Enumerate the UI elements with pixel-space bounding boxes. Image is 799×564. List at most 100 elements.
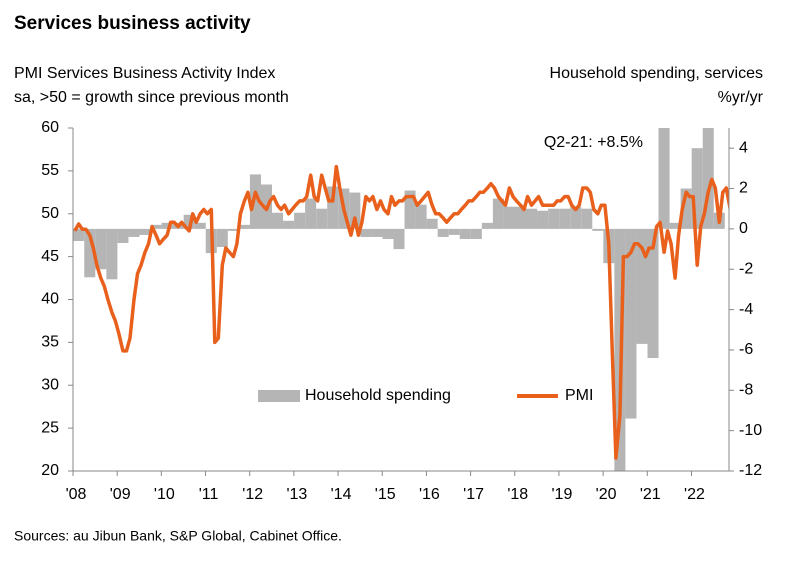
pmi-line (73, 164, 729, 460)
x-tick-label: '15 (375, 486, 396, 503)
x-tick-label: '21 (640, 486, 661, 503)
y2-tick-label: -4 (739, 301, 753, 318)
bar (514, 206, 527, 229)
y-axis-title: sa, >50 = growth since previous month (14, 89, 289, 106)
bar (73, 228, 85, 241)
bar (559, 208, 571, 229)
bar (283, 220, 295, 229)
y-tick-label: 55 (41, 162, 59, 179)
bar (702, 128, 714, 229)
bar (592, 228, 604, 231)
annotation-bg (500, 132, 658, 154)
bar (548, 208, 560, 229)
bar (625, 228, 637, 419)
x-tick-label: '16 (419, 486, 440, 503)
x-tick-label: '12 (242, 486, 263, 503)
y-tick-label: 20 (41, 462, 59, 479)
y2-tick-label: -2 (739, 260, 753, 277)
y2-axis-title: Household spending, services (550, 65, 763, 82)
bar (272, 212, 284, 229)
bar (581, 208, 593, 229)
bar (349, 192, 361, 229)
bar (371, 228, 383, 237)
bar (117, 228, 129, 244)
y-axis-title: PMI Services Business Activity Index (14, 65, 275, 82)
line-layer (73, 164, 729, 460)
bar (227, 228, 239, 231)
bar (161, 222, 173, 229)
x-tick-label: '18 (507, 486, 528, 503)
y-tick-label: 45 (41, 248, 59, 265)
y-tick-label: 40 (41, 291, 59, 308)
x-tick-label: '13 (286, 486, 307, 503)
x-tick-label: '14 (331, 486, 352, 503)
y2-tick-label: -8 (739, 382, 753, 399)
bar (294, 212, 306, 229)
y2-tick-label: 0 (739, 220, 748, 237)
bar (658, 128, 670, 229)
y-tick-label: 25 (41, 419, 59, 436)
bar (492, 198, 504, 229)
x-tick-label: '08 (66, 486, 87, 503)
bar (238, 224, 250, 229)
bar (503, 206, 515, 229)
x-tick-label: '11 (199, 486, 219, 503)
bar (139, 228, 151, 235)
bar (95, 228, 107, 270)
legend-label: Household spending (305, 387, 451, 404)
bar (691, 148, 703, 229)
bar (537, 210, 549, 229)
y2-tick-label: -10 (739, 422, 762, 439)
source: Sources: au Jibun Bank, S&P Global, Cabi… (14, 528, 342, 544)
bar (183, 214, 195, 229)
y-tick-label: 35 (41, 334, 59, 351)
y-tick-label: 30 (41, 376, 59, 393)
bar (106, 228, 118, 280)
x-tick-label: '17 (463, 486, 484, 503)
bar (415, 204, 427, 229)
bar (150, 224, 162, 229)
y2-tick-label: 2 (739, 180, 748, 197)
bar (426, 218, 438, 229)
x-tick-label: '19 (551, 486, 572, 503)
bar (84, 228, 96, 278)
bar (570, 206, 582, 229)
bar (404, 190, 416, 229)
x-tick-label: '22 (684, 486, 705, 503)
chart-title: Services business activity (14, 13, 251, 34)
y-tick-label: 50 (41, 205, 59, 222)
y2-axis-title: %yr/yr (718, 89, 764, 106)
bar-layer (73, 128, 725, 471)
bar (448, 228, 460, 235)
bar (305, 198, 317, 229)
y2-tick-label: 4 (739, 139, 748, 156)
bar (459, 228, 471, 239)
annotation: Q2-21: +8.5% (544, 134, 643, 151)
bar (647, 228, 659, 359)
y2-tick-label: -12 (739, 462, 762, 479)
bar (470, 228, 482, 239)
bar (437, 228, 449, 237)
bar (382, 228, 394, 239)
x-tick-label: '20 (596, 486, 617, 503)
bar (393, 228, 405, 250)
bar (360, 228, 372, 237)
bar (636, 228, 648, 344)
x-tick-label: '10 (154, 486, 175, 503)
bar (216, 228, 228, 248)
bar (327, 186, 339, 229)
y-tick-label: 60 (41, 119, 59, 136)
bar (194, 222, 206, 229)
x-tick-label: '09 (110, 486, 131, 503)
bar (249, 174, 261, 229)
legend-label: PMI (565, 387, 593, 404)
legend-swatch (258, 390, 300, 402)
bar (526, 208, 538, 229)
bar (481, 222, 493, 229)
y2-tick-label: -6 (739, 341, 753, 358)
bar (669, 222, 681, 229)
bar (680, 188, 692, 229)
bar (316, 208, 328, 229)
bar (128, 228, 140, 237)
